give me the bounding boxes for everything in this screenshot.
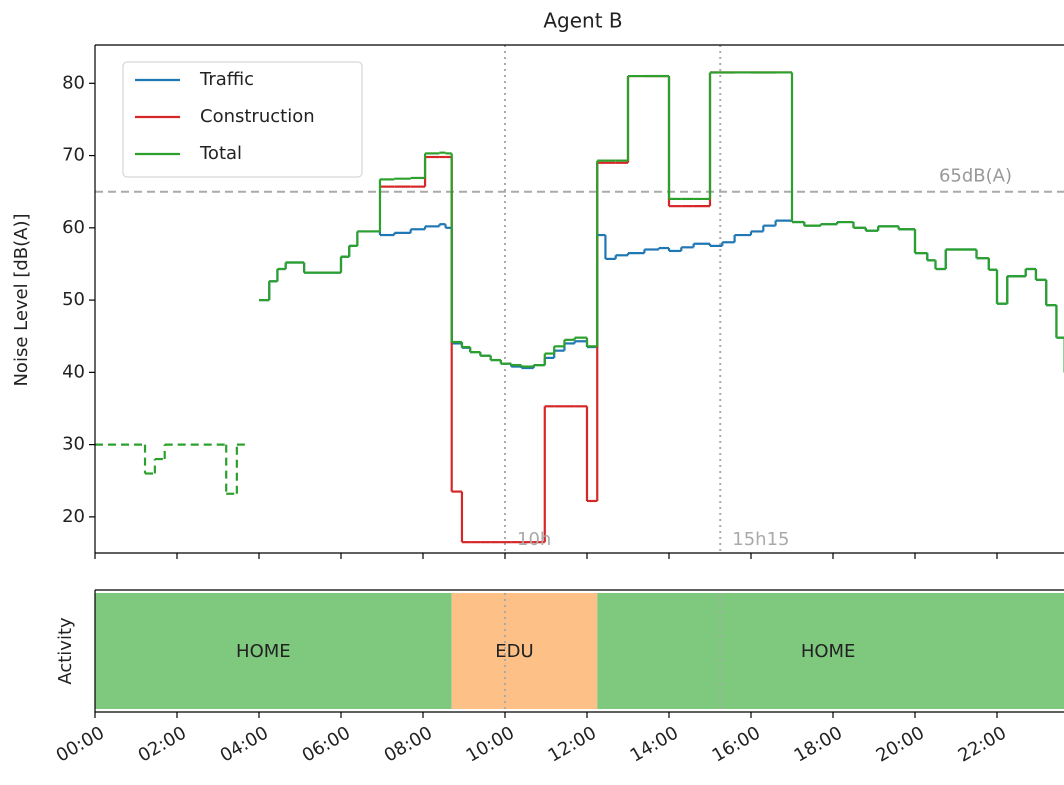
y-tick-label: 60 <box>62 217 85 238</box>
activity-band <box>95 593 452 709</box>
y-tick-label: 40 <box>62 361 85 382</box>
x-tick-label: 14:00 <box>627 722 682 766</box>
activity-label: HOME <box>236 641 291 662</box>
x-tick-label: 16:00 <box>709 722 764 766</box>
legend-box <box>122 61 363 178</box>
plot-area <box>95 45 1064 553</box>
chart-title: Agent B <box>543 9 622 33</box>
reference-label: 65dB(A) <box>939 166 1012 187</box>
reference-label: 10h <box>517 529 551 550</box>
y-tick-label: 80 <box>62 72 85 93</box>
x-tick-label: 02:00 <box>135 722 190 766</box>
x-tick-label: 04:00 <box>217 722 272 766</box>
y-tick-label: 50 <box>62 289 85 310</box>
activity-label: EDU <box>495 641 533 662</box>
x-tick-label: 08:00 <box>381 722 436 766</box>
x-tick-label: 22:00 <box>955 722 1010 766</box>
y-tick-label: 70 <box>62 145 85 166</box>
y-tick-label: 30 <box>62 434 85 455</box>
y-tick-label: 20 <box>62 506 85 527</box>
x-tick-label: 20:00 <box>873 722 928 766</box>
x-tick-label: 10:00 <box>463 722 518 766</box>
activity-band <box>597 593 1064 709</box>
legend-label: Construction <box>200 106 315 127</box>
x-tick-label: 00:00 <box>53 722 108 766</box>
activity-band <box>451 593 598 709</box>
x-tick-label: 18:00 <box>791 722 846 766</box>
y-axis-label: Activity <box>55 617 76 685</box>
legend-label: Traffic <box>199 69 254 90</box>
legend-label: Total <box>199 143 242 164</box>
reference-label: 15h15 <box>732 529 789 550</box>
activity-label: HOME <box>801 641 856 662</box>
y-axis-label: Noise Level [dB(A)] <box>11 213 32 386</box>
x-tick-label: 12:00 <box>545 722 600 766</box>
x-tick-label: 06:00 <box>299 722 354 766</box>
